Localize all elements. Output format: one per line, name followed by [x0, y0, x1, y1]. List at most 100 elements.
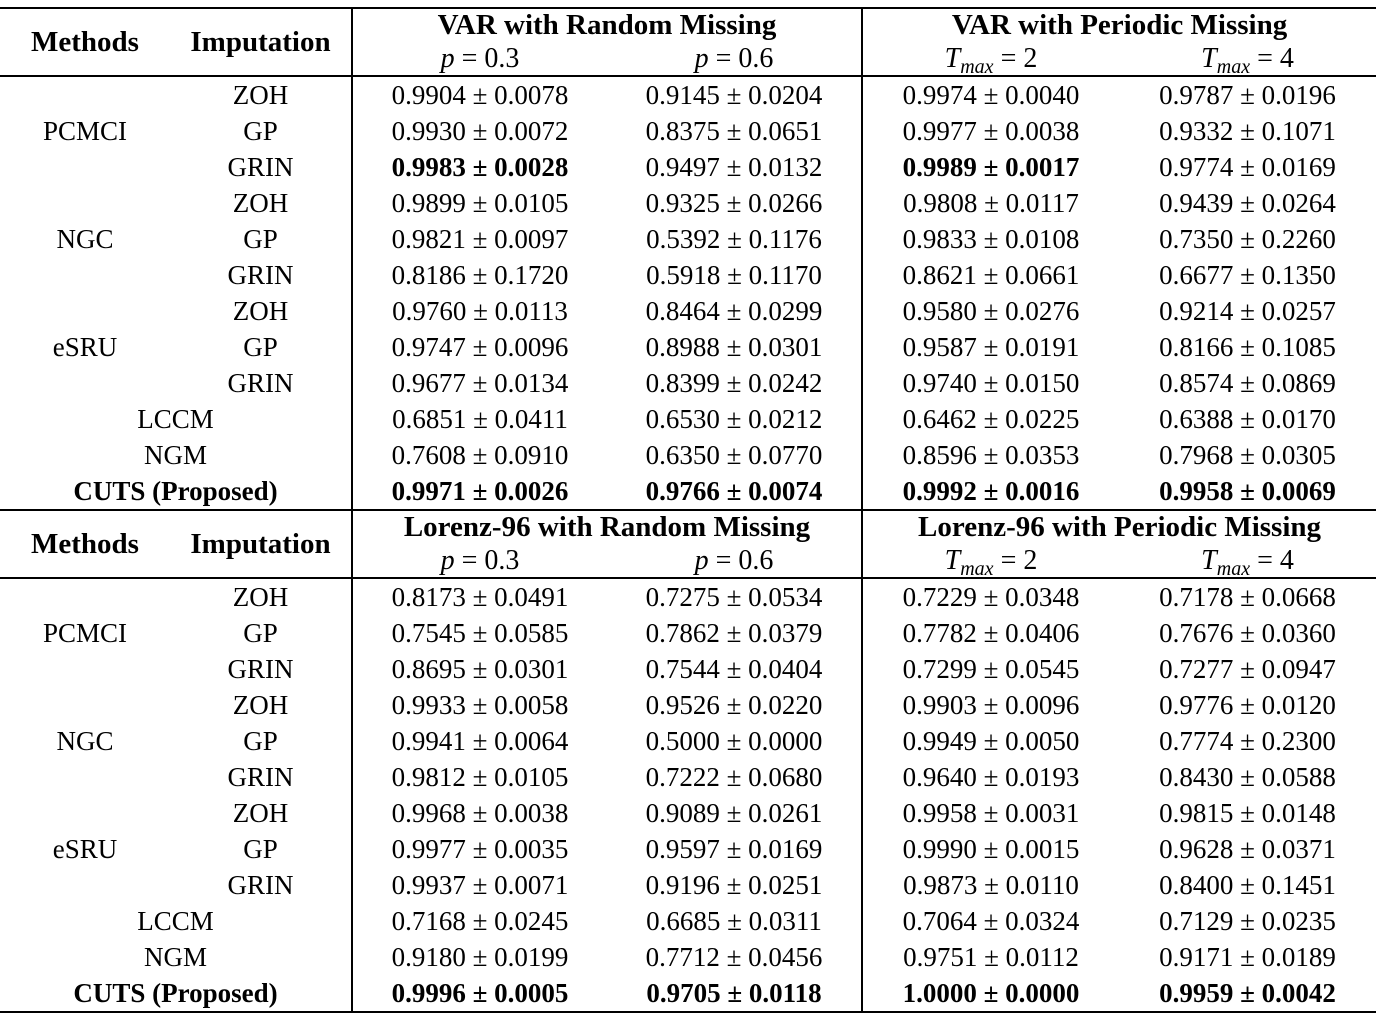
value-cell: 0.8464 ± 0.0299: [607, 293, 864, 329]
table-row: CUTS (Proposed) 0.9971 ± 0.0026 0.9766 ± 0…: [0, 473, 1376, 511]
value-cell: 0.8166 ± 0.1085: [1159, 331, 1336, 362]
value-cell: 0.7774 ± 0.2300: [1159, 725, 1336, 756]
imputation-column-header: Imputation: [170, 510, 353, 579]
value-cell: 0.9930 ± 0.0072: [391, 115, 569, 146]
row-label: LCCM: [0, 401, 353, 437]
subcol-p06: p = 0.6: [607, 544, 864, 579]
value-cell: 0.5000 ± 0.0000: [607, 723, 864, 759]
subcol-p03: p = 0.3: [352, 42, 607, 77]
imputation-label: GRIN: [170, 257, 353, 293]
value-cell: 0.8375 ± 0.0651: [607, 113, 864, 149]
value-cell: 0.9974 ± 0.0040: [902, 79, 1080, 110]
value-cell: 0.9196 ± 0.0251: [607, 867, 864, 903]
value-cell: 0.9873 ± 0.0110: [903, 869, 1079, 900]
value-cell: 0.7712 ± 0.0456: [607, 939, 864, 975]
value-cell: 0.8400 ± 0.1451: [1159, 869, 1336, 900]
table-row: GRIN 0.9812 ± 0.0105 0.7222 ± 0.0680 0.9640…: [0, 759, 1376, 795]
value-cell: 0.9968 ± 0.0038: [391, 797, 569, 828]
imputation-label: GRIN: [170, 867, 353, 903]
table-row: GRIN 0.8695 ± 0.0301 0.7544 ± 0.0404 0.7299…: [0, 651, 1376, 687]
value-cell: 0.7350 ± 0.2260: [1159, 223, 1336, 254]
method-group-label: NGC: [56, 223, 114, 254]
group-header-var-random: VAR with Random Missing: [352, 8, 864, 42]
value-cell: 0.9989 ± 0.0017: [902, 151, 1080, 182]
row-label: CUTS (Proposed): [0, 975, 353, 1013]
row-label: NGM: [0, 437, 353, 473]
imputation-label: GRIN: [170, 651, 353, 687]
value-cell: 0.9941 ± 0.0064: [391, 725, 569, 756]
value-cell: 0.5392 ± 0.1176: [607, 221, 864, 257]
imputation-label: GP: [170, 615, 353, 651]
table-row: GP 0.9977 ± 0.0035 0.9597 ± 0.0169 0.9990 ±…: [0, 831, 1376, 867]
value-cell: 0.9180 ± 0.0199: [391, 941, 569, 972]
value-cell: 0.7676 ± 0.0360: [1159, 617, 1336, 648]
value-cell: 0.9808 ± 0.0117: [903, 187, 1079, 218]
value-cell: 0.7064 ± 0.0324: [902, 905, 1080, 936]
row-label: CUTS (Proposed): [0, 473, 353, 511]
value-cell: 0.9740 ± 0.0150: [902, 367, 1080, 398]
subheader-row-lorenz: p = 0.3 p = 0.6 Tmax = 2 Tmax = 4: [0, 544, 1376, 579]
value-cell: 0.9833 ± 0.0108: [902, 223, 1080, 254]
value-cell: 0.9677 ± 0.0134: [391, 367, 569, 398]
table-row: GP 0.7545 ± 0.0585 0.7862 ± 0.0379 0.7782 ±…: [0, 615, 1376, 651]
method-group-label: NGC: [56, 725, 114, 756]
imputation-label: ZOH: [170, 578, 353, 615]
table-row: GP 0.9941 ± 0.0064 0.5000 ± 0.0000 0.9949 ±…: [0, 723, 1376, 759]
subcol-tmax2: Tmax = 2: [862, 42, 1120, 77]
value-cell: 0.9958 ± 0.0031: [902, 797, 1080, 828]
value-cell: 0.7222 ± 0.0680: [607, 759, 864, 795]
subcol-tmax4: Tmax = 4: [1119, 42, 1376, 77]
value-cell: 0.9971 ± 0.0026: [352, 473, 607, 511]
results-table: Methods Imputation VAR with Random Missi…: [0, 7, 1376, 1013]
value-cell: 0.9776 ± 0.0120: [1159, 689, 1336, 720]
table-row: GP 0.9747 ± 0.0096 0.8988 ± 0.0301 0.9587 ±…: [0, 329, 1376, 365]
table-row: GP 0.9821 ± 0.0097 0.5392 ± 0.1176 0.9833 ±…: [0, 221, 1376, 257]
value-cell: 0.9959 ± 0.0042: [1119, 975, 1376, 1013]
section-var: Methods Imputation VAR with Random Missi…: [0, 8, 1376, 77]
value-cell: 0.7275 ± 0.0534: [607, 578, 864, 615]
value-cell: 0.9751 ± 0.0112: [903, 941, 1079, 972]
value-cell: 0.9787 ± 0.0196: [1159, 79, 1336, 110]
value-cell: 0.5918 ± 0.1170: [607, 257, 864, 293]
value-cell: 0.7168 ± 0.0245: [391, 905, 569, 936]
value-cell: 0.7277 ± 0.0947: [1159, 653, 1336, 684]
table-row: GRIN 0.9937 ± 0.0071 0.9196 ± 0.0251 0.9873…: [0, 867, 1376, 903]
method-group-label: PCMCI: [42, 617, 128, 648]
table-row: LCCM 0.7168 ± 0.0245 0.6685 ± 0.0311 0.7064…: [0, 903, 1376, 939]
imputation-label: GP: [170, 723, 353, 759]
table-row: eSRU ZOH 0.9760 ± 0.0113 0.8464 ± 0.0299 0.9…: [0, 293, 1376, 362]
value-cell: 0.7178 ± 0.0668: [1159, 581, 1336, 612]
subcol-p06: p = 0.6: [607, 42, 864, 77]
value-cell: 0.9958 ± 0.0069: [1119, 473, 1376, 511]
imputation-label: ZOH: [170, 293, 353, 329]
value-cell: 0.9933 ± 0.0058: [391, 689, 569, 720]
value-cell: 0.7229 ± 0.0348: [902, 581, 1080, 612]
value-cell: 0.8430 ± 0.0588: [1159, 761, 1336, 792]
value-cell: 0.9171 ± 0.0189: [1159, 941, 1336, 972]
value-cell: 0.9628 ± 0.0371: [1159, 833, 1336, 864]
value-cell: 0.6388 ± 0.0170: [1159, 403, 1336, 434]
value-cell: 0.7544 ± 0.0404: [607, 651, 864, 687]
value-cell: 0.9747 ± 0.0096: [391, 331, 569, 362]
value-cell: 0.9332 ± 0.1071: [1159, 115, 1336, 146]
value-cell: 0.9992 ± 0.0016: [862, 473, 1120, 511]
table-row: CUTS (Proposed) 0.9996 ± 0.0005 0.9705 ± 0…: [0, 975, 1376, 1013]
value-cell: 0.7545 ± 0.0585: [391, 617, 569, 648]
value-cell: 0.9760 ± 0.0113: [392, 295, 568, 326]
header-row-var: Methods Imputation VAR with Random Missi…: [0, 8, 1376, 77]
imputation-label: GP: [170, 329, 353, 365]
subcol-tmax2: Tmax = 2: [862, 544, 1120, 579]
value-cell: 0.9815 ± 0.0148: [1159, 797, 1336, 828]
value-cell: 0.7129 ± 0.0235: [1159, 905, 1336, 936]
value-cell: 0.9990 ± 0.0015: [902, 833, 1080, 864]
table-row: NGM 0.9180 ± 0.0199 0.7712 ± 0.0456 0.9751 …: [0, 939, 1376, 975]
table-row: PCMCI ZOH 0.9904 ± 0.0078 0.9145 ± 0.0204 0.…: [0, 76, 1376, 146]
value-cell: 0.9526 ± 0.0220: [607, 687, 864, 723]
value-cell: 0.8574 ± 0.0869: [1159, 367, 1336, 398]
imputation-label: GP: [170, 831, 353, 867]
value-cell: 0.9640 ± 0.0193: [902, 761, 1080, 792]
subcol-tmax4: Tmax = 4: [1119, 544, 1376, 579]
value-cell: 0.9821 ± 0.0097: [391, 223, 569, 254]
section-var-body: PCMCI ZOH 0.9904 ± 0.0078 0.9145 ± 0.0204 0.…: [0, 76, 1376, 511]
